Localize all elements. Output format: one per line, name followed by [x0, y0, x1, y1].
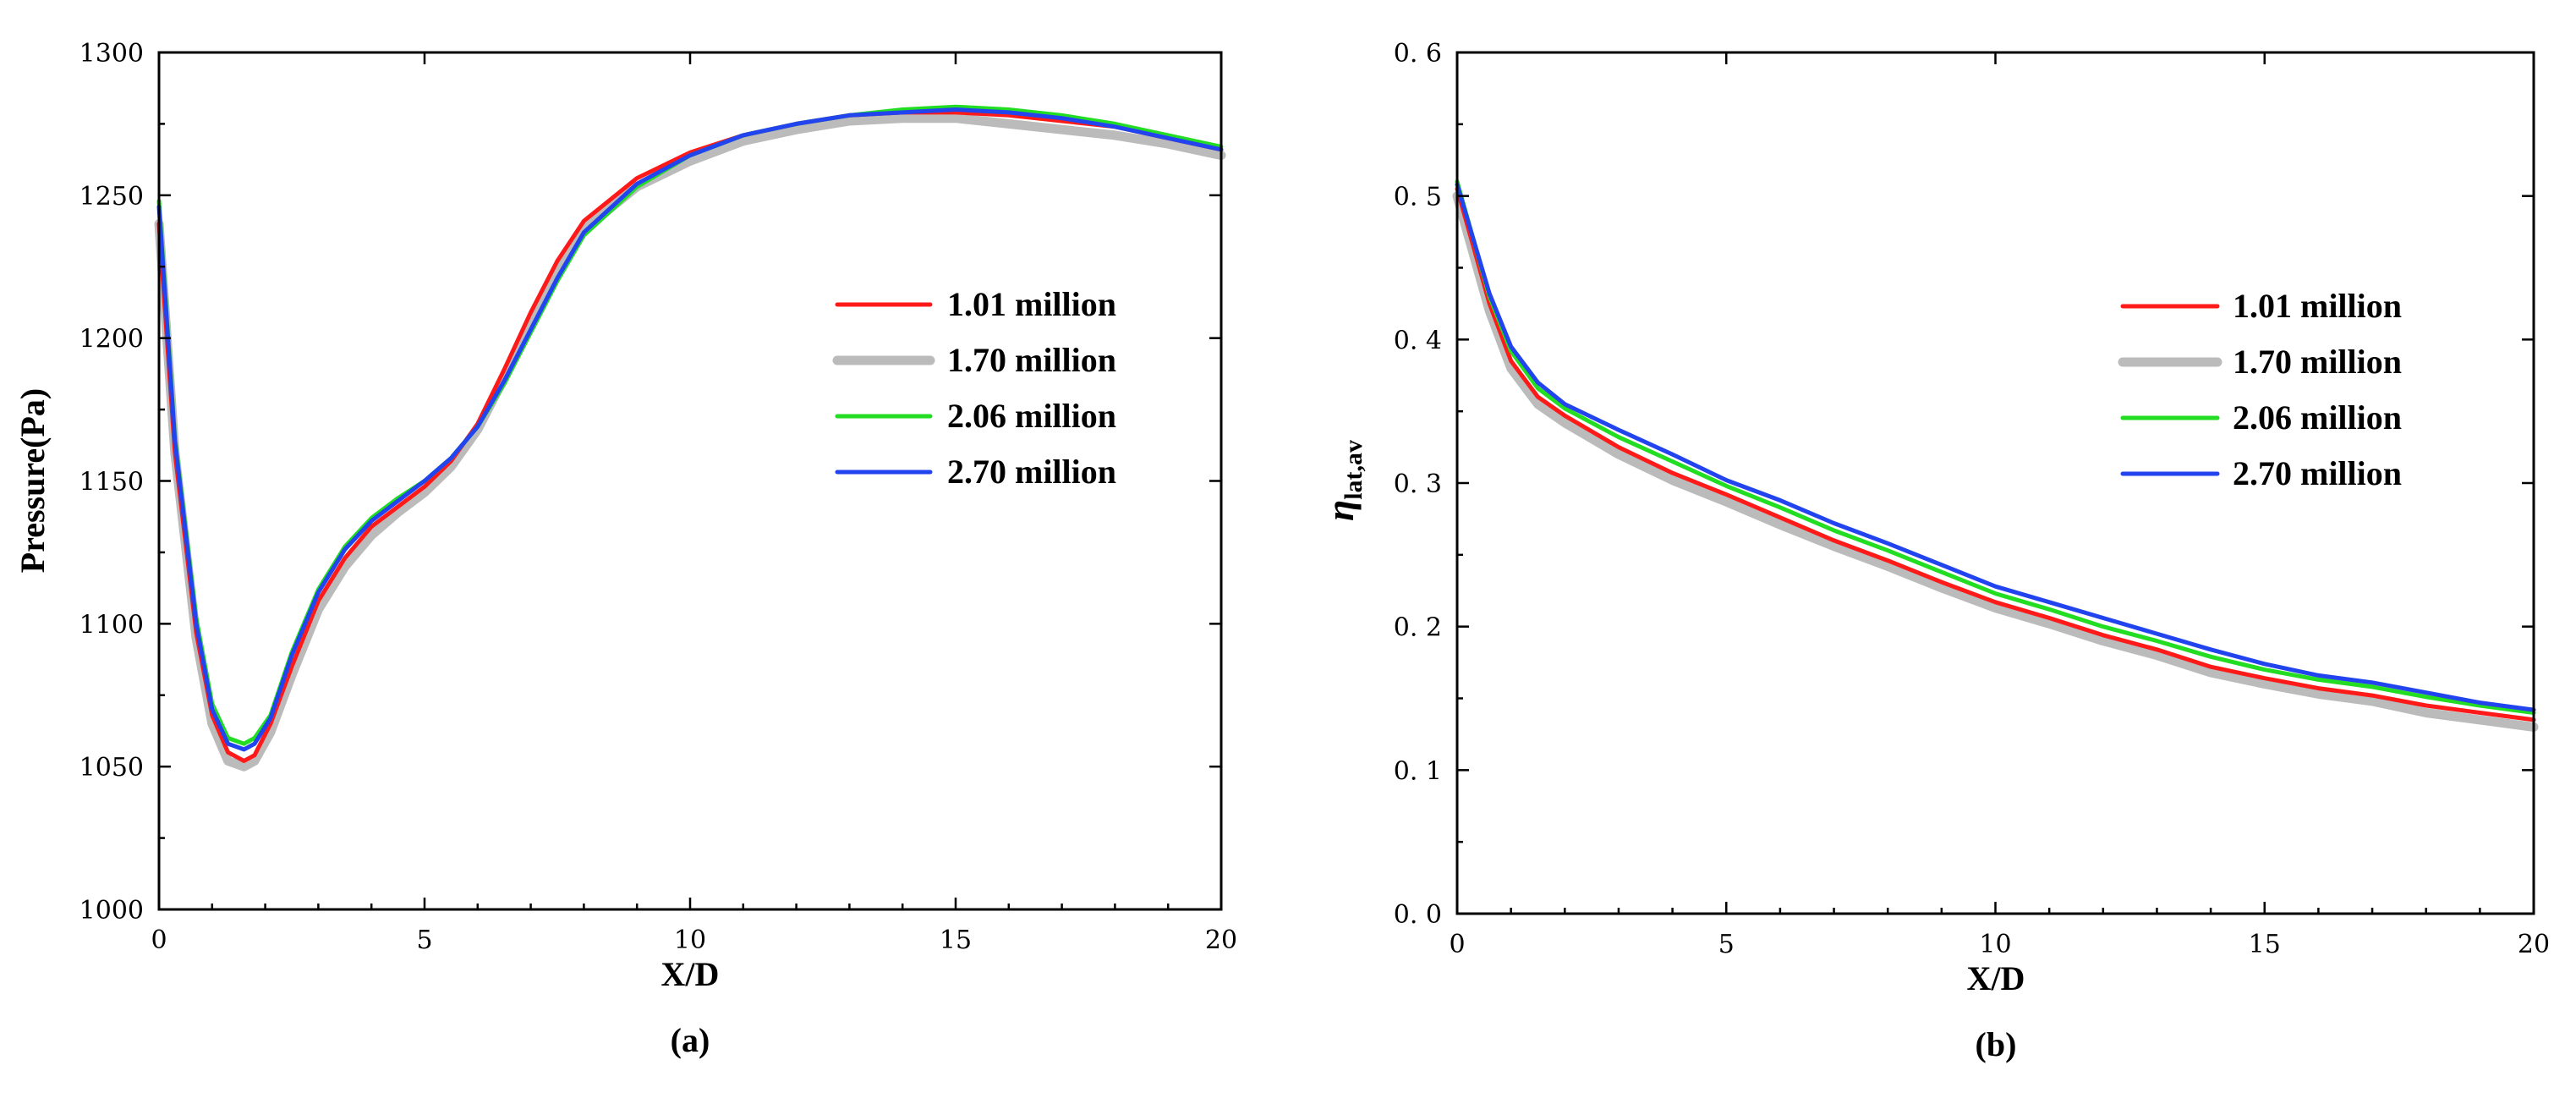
- legend-label: 1.01 million: [947, 285, 1116, 323]
- y-tick-label: 1250: [79, 182, 144, 211]
- series-line-170: [154, 113, 1226, 772]
- y-axis-title: ηlat,av: [1318, 440, 1367, 521]
- series-line-206: [1455, 179, 2536, 715]
- x-axis-title: X/D: [661, 955, 720, 993]
- x-tick-label: 20: [2518, 930, 2550, 959]
- y-tick-label: 0. 1: [1394, 756, 1442, 786]
- y-tick-label: 1300: [79, 39, 144, 69]
- x-axis-title: X/D: [1967, 959, 2025, 997]
- legend-label: 1.70 million: [947, 341, 1116, 379]
- y-tick-label: 0. 4: [1394, 326, 1442, 355]
- y-tick-label: 0. 2: [1394, 613, 1442, 643]
- legend-label: 2.06 million: [2233, 398, 2402, 437]
- y-tick-label: 1100: [79, 610, 144, 640]
- y-tick-label: 1150: [79, 468, 144, 497]
- panel-label: (a): [671, 1021, 710, 1059]
- legend-label: 1.01 million: [2233, 287, 2402, 325]
- x-tick-label: 15: [2249, 930, 2281, 959]
- legend-label: 2.70 million: [947, 453, 1116, 491]
- y-axis-title-subscript: lat,av: [1340, 440, 1367, 500]
- panel-a: 0 5 10 15 20 1000 1050 1100 1150 1200 1250 1300 X/D P…: [14, 39, 1237, 1059]
- y-tick-label: 0. 5: [1394, 183, 1442, 212]
- legend-label: 2.06 million: [947, 397, 1116, 435]
- x-tick-label: 20: [1205, 925, 1237, 955]
- y-tick-label: 0. 0: [1394, 900, 1442, 930]
- x-tick-label: 5: [416, 925, 432, 955]
- y-tick-label: 1050: [79, 753, 144, 783]
- legend-label: 1.70 million: [2233, 343, 2402, 381]
- panel-b: 0 5 10 15 20 0. 0 0. 1 0. 2 0. 3 0. 4 0. 5 0. 6 X/D η…: [1318, 39, 2550, 1063]
- panel-label: (b): [1976, 1025, 2017, 1063]
- series-line-270: [1455, 182, 2536, 712]
- series-line-101: [1455, 186, 2536, 722]
- y-tick-label: 1000: [79, 896, 144, 925]
- y-tick-label: 0. 6: [1394, 39, 1442, 69]
- y-axis-title-symbol: η: [1318, 500, 1362, 521]
- series-line-170: [1452, 191, 2539, 732]
- series-line-101: [156, 110, 1224, 763]
- legend: 1.01 million 1.70 million 2.06 million 2.70…: [832, 285, 1116, 491]
- x-tick-label: 10: [1979, 930, 2011, 959]
- legend-label: 2.70 million: [2233, 454, 2402, 492]
- y-tick-label: 1200: [79, 325, 144, 354]
- series-line-270: [156, 107, 1224, 752]
- legend: 1.01 million 1.70 million 2.06 million 2.70…: [2118, 287, 2402, 492]
- y-axis-title: Pressure(Pa): [14, 388, 52, 573]
- x-tick-label: 10: [674, 925, 706, 955]
- x-tick-label: 15: [940, 925, 972, 955]
- y-tick-label: 0. 3: [1394, 470, 1442, 499]
- x-tick-label: 0: [151, 925, 167, 955]
- x-tick-label: 5: [1718, 930, 1735, 959]
- x-tick-label: 0: [1449, 930, 1465, 959]
